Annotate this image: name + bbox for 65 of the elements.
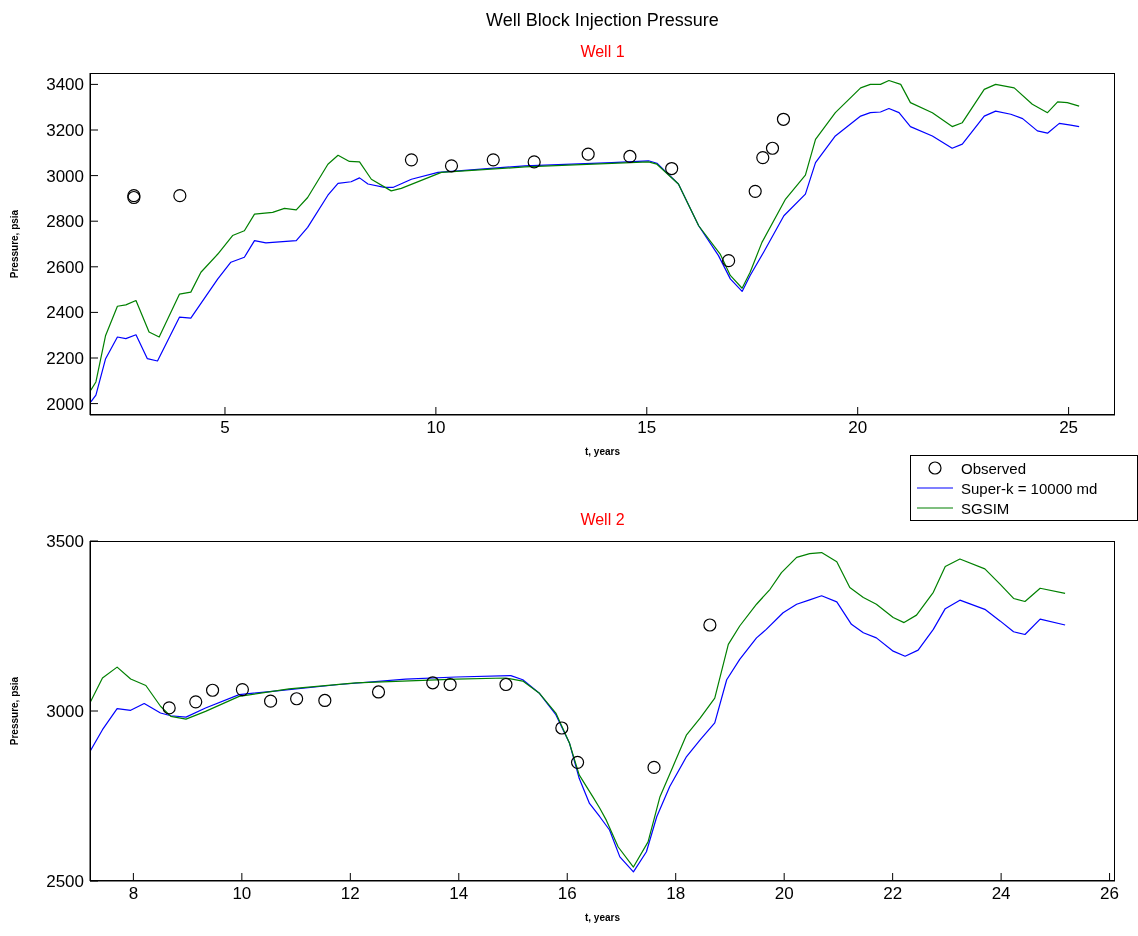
x-tick-label: 26 — [1100, 884, 1120, 904]
x-tick-label: 15 — [637, 418, 657, 438]
x-tick-label: 14 — [449, 884, 469, 904]
point — [162, 701, 176, 715]
x-tick-label: 12 — [340, 884, 360, 904]
y-tick-label: 2400 — [46, 303, 84, 323]
point — [581, 147, 595, 161]
point — [665, 161, 679, 176]
x-tick-label: 18 — [666, 884, 686, 904]
x-tick-label: 10 — [232, 884, 252, 904]
point — [426, 676, 440, 690]
y-tick-label: 2800 — [46, 212, 84, 232]
x-tick-label: 10 — [426, 418, 446, 438]
point — [703, 618, 717, 632]
x-tick-label: 24 — [991, 884, 1011, 904]
point — [756, 150, 770, 165]
x-axis-title: t, years — [584, 446, 621, 457]
point — [443, 677, 457, 692]
legend-label: Observed — [961, 459, 1027, 477]
chart-subtitle: Well 1 — [579, 43, 626, 61]
point — [570, 755, 585, 769]
x-tick-label: 22 — [883, 884, 903, 904]
point — [555, 721, 569, 735]
y-tick-label: 3200 — [46, 121, 84, 141]
x-tick-label: 5 — [220, 418, 230, 438]
point — [527, 155, 541, 169]
x-tick-label: 20 — [848, 418, 868, 438]
point — [235, 682, 249, 697]
y-tick-label: 2000 — [46, 394, 84, 414]
point — [748, 184, 762, 198]
point — [205, 683, 220, 697]
legend-label: Super-k = 10000 md — [961, 479, 1098, 497]
x-axis-title: t, years — [584, 912, 621, 923]
point — [776, 112, 791, 126]
y-tick-label: 3000 — [46, 702, 84, 722]
point — [173, 189, 187, 203]
point — [318, 693, 332, 708]
x-tick-label: 25 — [1059, 418, 1079, 438]
point — [486, 153, 500, 167]
point — [647, 760, 661, 775]
chart-title: Well 2 — [580, 511, 625, 528]
point — [404, 153, 419, 167]
x-tick-label: 20 — [774, 884, 794, 904]
y-tick-label: 2500 — [46, 872, 84, 892]
y-tick-label: 2600 — [46, 257, 84, 277]
y-axis-title: Pressure, psia — [8, 676, 20, 746]
point — [623, 149, 637, 164]
x-tick-label: 16 — [557, 884, 577, 904]
y-tick-label: 3500 — [46, 532, 84, 552]
y-tick-label: 2200 — [46, 349, 84, 369]
point — [722, 254, 736, 268]
y-tick-label: 3000 — [46, 166, 84, 186]
point — [499, 677, 513, 692]
x-tick-label: 8 — [128, 884, 139, 904]
chart-title: Well Block Injection Pressure — [485, 10, 720, 31]
point — [290, 692, 304, 706]
y-tick-label: 3400 — [46, 75, 84, 95]
point — [189, 695, 203, 709]
point — [444, 159, 459, 173]
legend-label: SGSIM — [961, 499, 1010, 517]
point — [371, 685, 386, 699]
point — [765, 141, 780, 155]
y-axis-title: Pressure, psia — [8, 209, 20, 279]
point — [264, 694, 278, 708]
line-series — [90, 595, 1066, 873]
